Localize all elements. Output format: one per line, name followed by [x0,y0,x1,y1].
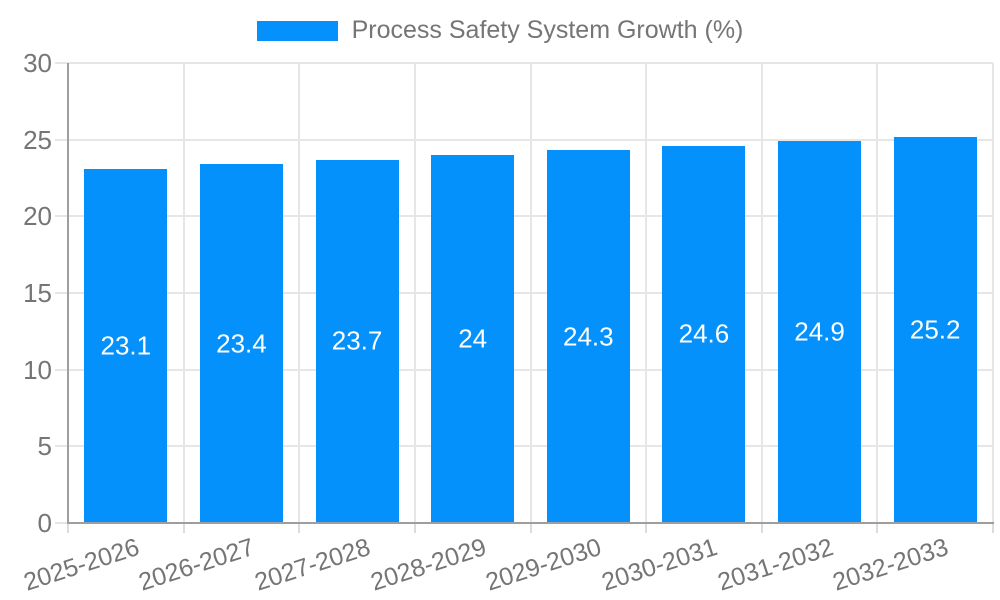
bar-2031-2032[interactable]: 24.9 [778,141,862,523]
bar-2027-2028[interactable]: 23.7 [315,159,399,523]
legend-label: Process Safety System Growth (%) [351,16,744,44]
bar-value-label: 25.2 [909,314,961,345]
bar-value-label: 23.7 [331,325,383,356]
x-tick-label: 2030-2031 [598,533,721,597]
x-tick [298,523,301,533]
x-tick [529,523,532,533]
bar-2032-2033[interactable]: 25.2 [893,136,977,523]
gridline [55,292,993,294]
legend[interactable]: Process Safety System Growth (%) [0,16,1000,45]
x-tick-label: 2031-2032 [713,533,837,597]
plot-area: 23.1 23.4 23.7 24 24.3 24.6 24.9 25.2 [55,62,994,533]
gridline [645,63,648,523]
x-tick [760,523,763,533]
bar-value-label: 23.1 [100,330,152,361]
x-axis-line [67,522,994,524]
gridline [992,63,994,523]
y-tick-label: 15 [23,278,52,308]
y-tick-label: 25 [23,124,52,155]
x-tick-label: 2026-2027 [135,533,259,597]
x-tick [182,523,185,533]
bar-value-label: 24 [458,323,488,354]
bar-2030-2031[interactable]: 24.6 [662,145,746,523]
gridline [55,368,993,371]
gridline [529,63,532,523]
x-tick-label: 2029-2030 [482,533,605,597]
x-tick [876,523,879,533]
x-tick [992,523,994,533]
gridline [760,63,763,523]
bar-value-label: 24.9 [794,316,845,347]
x-tick [413,523,416,533]
gridline [413,63,416,523]
bar-2029-2030[interactable]: 24.3 [546,150,630,523]
bar-2025-2026[interactable]: 23.1 [84,168,168,523]
x-tick-label: 2028-2029 [366,533,490,597]
x-tick-label: 2032-2033 [829,533,952,597]
y-axis-line [67,63,69,523]
y-tick-label: 0 [37,508,52,538]
x-tick [645,523,648,533]
x-tick-label: 2025-2026 [20,533,143,597]
gridline [55,138,993,141]
bar-2028-2029[interactable]: 24 [431,155,515,523]
legend-swatch [256,20,338,41]
bar-2026-2027[interactable]: 23.4 [199,164,283,523]
x-tick [67,523,69,533]
y-tick-label: 30 [23,48,52,78]
bar-value-label: 23.4 [216,328,267,359]
gridline [182,63,185,523]
gridline [55,445,993,448]
x-tick-label: 2027-2028 [251,533,374,597]
gridline [55,215,993,218]
gridline [55,62,993,64]
bar-value-label: 24.6 [678,318,730,349]
bar-value-label: 24.3 [563,321,614,352]
gridline [876,63,879,523]
gridline [298,63,301,523]
y-tick-label: 5 [37,431,52,462]
y-tick-label: 20 [23,201,52,232]
y-tick-label: 10 [23,354,52,385]
